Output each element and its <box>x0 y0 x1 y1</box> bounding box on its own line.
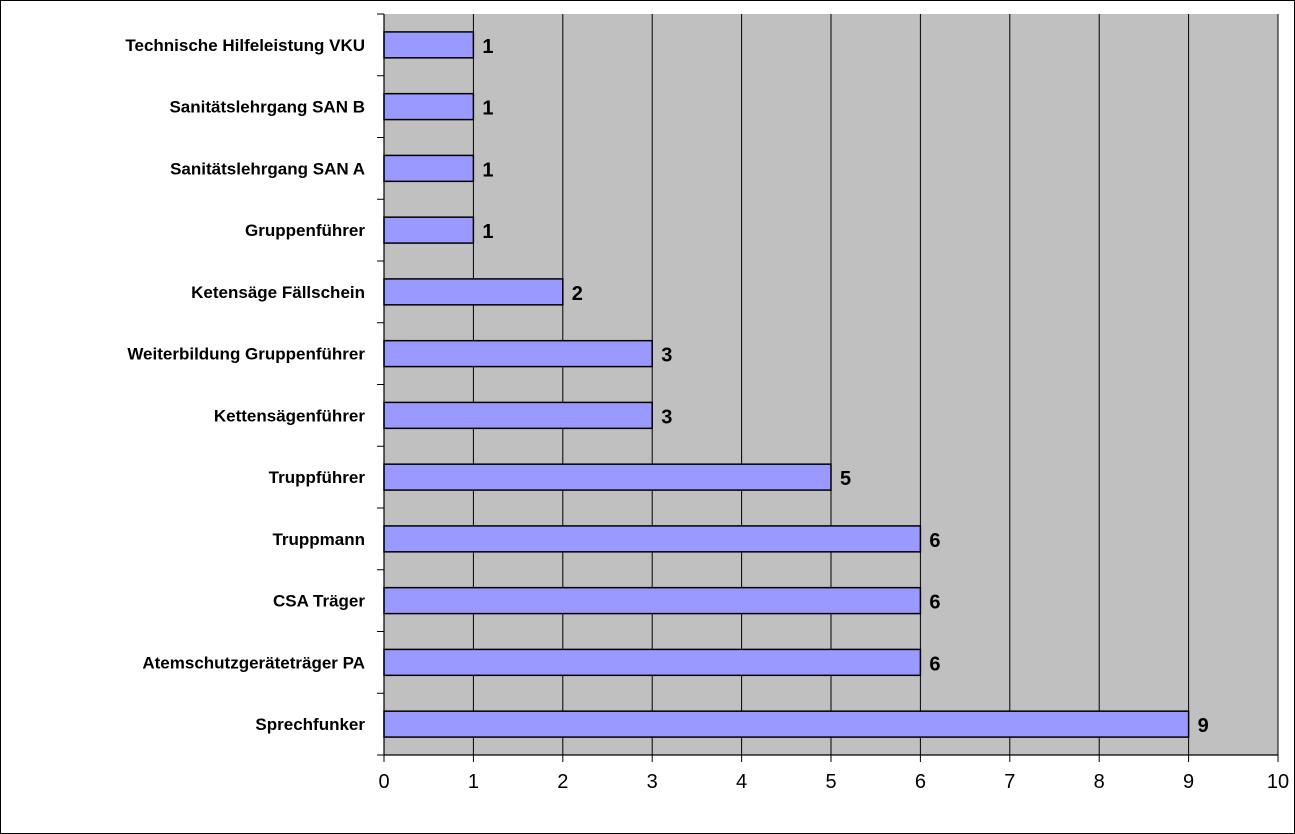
bar-0 <box>383 31 475 59</box>
x-tick-label: 4 <box>736 771 747 793</box>
axes <box>377 13 1279 762</box>
x-tick-label: 1 <box>468 771 479 793</box>
bar-8 <box>383 525 922 553</box>
category-label: Sanitätslehrgang SAN B <box>169 98 365 117</box>
bar-7 <box>383 463 832 491</box>
bar-10 <box>383 648 922 677</box>
data-label: 1 <box>482 98 493 120</box>
category-label: Ketensäge Fällschein <box>191 283 365 302</box>
x-tick-label: 8 <box>1094 771 1105 793</box>
category-label: Atemschutzgeräteträger PA <box>142 653 365 672</box>
x-tick-label: 7 <box>1004 771 1015 793</box>
bar-2 <box>383 154 475 183</box>
category-label: Technische Hilfeleistung VKU <box>125 36 365 55</box>
data-label: 2 <box>572 283 583 305</box>
x-tick-label: 0 <box>378 771 389 793</box>
data-label: 9 <box>1198 715 1209 737</box>
bar-9 <box>383 586 922 615</box>
x-tick-label: 10 <box>1267 771 1289 793</box>
category-label: Truppführer <box>269 468 366 487</box>
category-label: Weiterbildung Gruppenführer <box>127 345 365 364</box>
category-label: Kettensägenführer <box>214 406 366 425</box>
category-label: CSA Träger <box>273 592 365 611</box>
x-tick-label: 6 <box>915 771 926 793</box>
data-label: 6 <box>929 592 940 614</box>
bar-4 <box>383 278 564 306</box>
data-label: 1 <box>482 159 493 181</box>
data-label: 3 <box>661 406 672 428</box>
data-label: 1 <box>482 221 493 243</box>
bar-11 <box>383 710 1190 738</box>
bar-3 <box>383 216 475 244</box>
bar-5 <box>383 339 653 368</box>
category-label: Truppmann <box>272 530 365 549</box>
x-tick-label: 5 <box>825 771 836 793</box>
x-tick-label: 3 <box>647 771 658 793</box>
data-label: 3 <box>661 345 672 367</box>
data-label: 6 <box>929 653 940 675</box>
data-label: 6 <box>929 530 940 552</box>
data-label: 1 <box>482 36 493 58</box>
category-label: Sprechfunker <box>255 715 365 734</box>
bar-6 <box>383 401 653 430</box>
category-label: Gruppenführer <box>245 221 365 240</box>
x-tick-label: 9 <box>1183 771 1194 793</box>
data-label: 5 <box>840 468 851 490</box>
x-tick-label: 2 <box>557 771 568 793</box>
category-label: Sanitätslehrgang SAN A <box>170 159 365 178</box>
bar-1 <box>383 92 475 121</box>
labels: Technische Hilfeleistung VKU 1 Sanitätsleh… <box>125 36 1289 793</box>
gridlines <box>472 14 1279 755</box>
bars <box>383 31 1190 738</box>
